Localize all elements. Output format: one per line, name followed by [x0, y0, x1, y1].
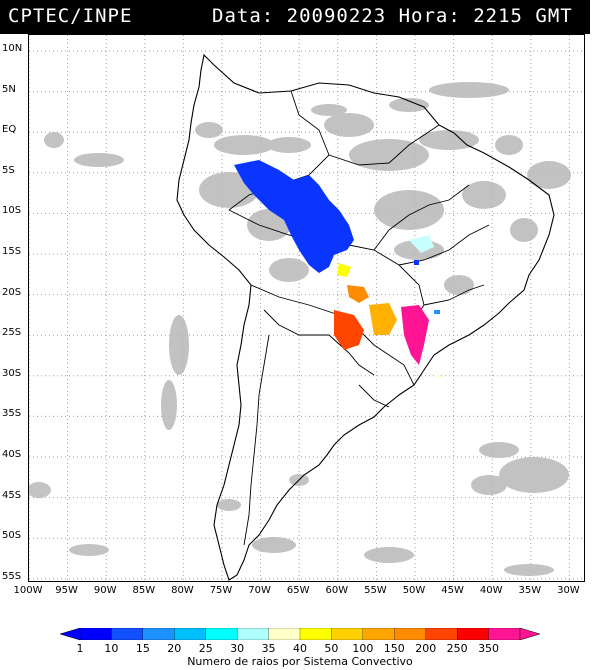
lon-label: 50W [402, 585, 426, 596]
lon-label: 95W [55, 585, 78, 596]
lat-label: 10N [2, 43, 23, 54]
colorbar-segment [488, 628, 521, 640]
datetime-label: Data: 20090223 Hora: 2215 GMT [212, 5, 573, 27]
lon-label: 70W [248, 585, 271, 596]
lat-label: 30S [2, 367, 22, 379]
colorbar-segment [236, 628, 270, 640]
colorbar-segment [362, 628, 395, 640]
colorbar-tick-label: 250 [446, 642, 468, 655]
colorbar-segment [111, 628, 144, 640]
lon-label: 45W [441, 585, 464, 596]
colorbar-segment [268, 628, 301, 640]
lon-label: 80W [171, 585, 194, 596]
lon-label: 55W [364, 585, 387, 596]
lat-label: 15S [2, 246, 22, 257]
colorbar-tick-label: 350 [478, 642, 500, 655]
lat-label: 25S [2, 327, 22, 339]
colorbar-tick-label: 10 [104, 642, 119, 655]
colorbar-segment [142, 628, 175, 640]
convective-systems [234, 160, 441, 378]
lat-label: 35S [2, 408, 22, 420]
colorbar-segment [79, 628, 113, 640]
colorbar-tick-label: 35 [261, 642, 276, 655]
lat-label: 5S [2, 164, 15, 176]
lat-label: 55S [2, 570, 22, 582]
colorbar-segment [456, 628, 490, 640]
lat-label: 20S [2, 286, 22, 298]
colorbar-segment [425, 628, 458, 640]
colorbar-right-arrow [519, 628, 540, 640]
source-label: CPTEC/INPE [8, 5, 133, 27]
lat-label: 10S [2, 205, 22, 217]
colorbar-tick-label: 25 [198, 642, 213, 655]
colorbar-segment [174, 628, 207, 640]
coastline [176, 53, 555, 581]
lat-label: 50S [2, 530, 22, 542]
colorbar-segment [299, 628, 333, 640]
lon-label: 75W [209, 585, 233, 596]
colorbar-tick-label: 40 [293, 642, 307, 655]
lon-label: 90W [93, 585, 117, 596]
colorbar-tick-label: 20 [167, 642, 182, 655]
colorbar [60, 628, 540, 640]
colorbar-tick-label: 50 [324, 642, 339, 655]
lon-label: 40W [479, 585, 503, 596]
map-frame [28, 34, 585, 582]
colorbar-segment [331, 628, 364, 640]
lat-label: 45S [2, 489, 22, 501]
lon-label: 60W [325, 585, 349, 596]
lat-label: 40S [2, 449, 22, 460]
colorbar-tick-label: 200 [415, 642, 437, 655]
colorbar-tick-label: 100 [352, 642, 374, 655]
colorbar-tick-label: 15 [135, 642, 150, 655]
colorbar-caption: Numero de raios por Sistema Convectivo [187, 655, 413, 668]
map-canvas [29, 35, 584, 581]
lon-label: 30W [557, 585, 580, 596]
lon-label: 85W [132, 585, 156, 596]
graticule [29, 35, 584, 581]
lon-label: 35W [518, 585, 542, 596]
colorbar-tick-label: 30 [230, 642, 245, 655]
lon-label: 100W [13, 585, 43, 596]
colorbar-segment [205, 628, 238, 640]
lat-label: EQ [2, 124, 17, 136]
colorbar-segment [394, 628, 427, 640]
colorbar-tick-label: 1 [76, 642, 84, 655]
colorbar-left-arrow [60, 628, 81, 640]
map-header: CPTEC/INPE Data: 20090223 Hora: 2215 GMT [0, 0, 590, 34]
lat-label: 5N [2, 83, 16, 95]
lon-label: 65W [286, 585, 310, 596]
colorbar-tick-label: 150 [383, 642, 405, 655]
